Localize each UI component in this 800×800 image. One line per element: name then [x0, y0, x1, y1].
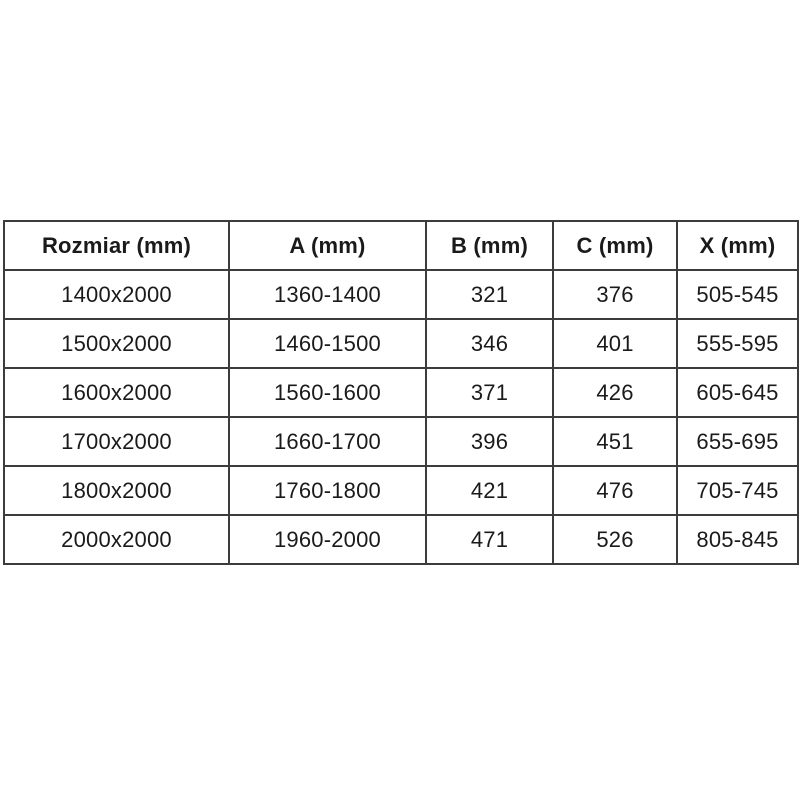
table-cell: 426 — [552, 367, 678, 418]
table-cell: 321 — [425, 269, 554, 320]
table-row: 1600x2000 1560-1600 371 426 605-645 — [3, 367, 799, 418]
table-cell: 655-695 — [676, 416, 799, 467]
table-cell: 421 — [425, 465, 554, 516]
table-row: 2000x2000 1960-2000 471 526 805-845 — [3, 514, 799, 565]
table-cell: 471 — [425, 514, 554, 565]
table-row: 1500x2000 1460-1500 346 401 555-595 — [3, 318, 799, 369]
table-cell: 376 — [552, 269, 678, 320]
table-cell: 705-745 — [676, 465, 799, 516]
table-cell: 346 — [425, 318, 554, 369]
table-cell: 1500x2000 — [3, 318, 230, 369]
column-header: C (mm) — [552, 220, 678, 271]
table-cell: 1360-1400 — [228, 269, 427, 320]
dimensions-table: Rozmiar (mm) A (mm) B (mm) C (mm) X (mm) 140… — [3, 220, 799, 565]
table-cell: 476 — [552, 465, 678, 516]
table-cell: 1460-1500 — [228, 318, 427, 369]
table-cell: 1700x2000 — [3, 416, 230, 467]
table-row: 1700x2000 1660-1700 396 451 655-695 — [3, 416, 799, 467]
table-cell: 605-645 — [676, 367, 799, 418]
table-cell: 1760-1800 — [228, 465, 427, 516]
table-cell: 1400x2000 — [3, 269, 230, 320]
table-header-row: Rozmiar (mm) A (mm) B (mm) C (mm) X (mm) — [3, 220, 799, 271]
column-header: A (mm) — [228, 220, 427, 271]
table-cell: 1660-1700 — [228, 416, 427, 467]
table-cell: 1600x2000 — [3, 367, 230, 418]
column-header: Rozmiar (mm) — [3, 220, 230, 271]
table-cell: 2000x2000 — [3, 514, 230, 565]
table-cell: 371 — [425, 367, 554, 418]
table-cell: 526 — [552, 514, 678, 565]
table-row: 1400x2000 1360-1400 321 376 505-545 — [3, 269, 799, 320]
table-cell: 505-545 — [676, 269, 799, 320]
table-cell: 1800x2000 — [3, 465, 230, 516]
table-row: 1800x2000 1760-1800 421 476 705-745 — [3, 465, 799, 516]
column-header: B (mm) — [425, 220, 554, 271]
table-cell: 451 — [552, 416, 678, 467]
table-cell: 555-595 — [676, 318, 799, 369]
table-cell: 805-845 — [676, 514, 799, 565]
table-cell: 396 — [425, 416, 554, 467]
table-cell: 1560-1600 — [228, 367, 427, 418]
column-header: X (mm) — [676, 220, 799, 271]
table-cell: 1960-2000 — [228, 514, 427, 565]
table-cell: 401 — [552, 318, 678, 369]
